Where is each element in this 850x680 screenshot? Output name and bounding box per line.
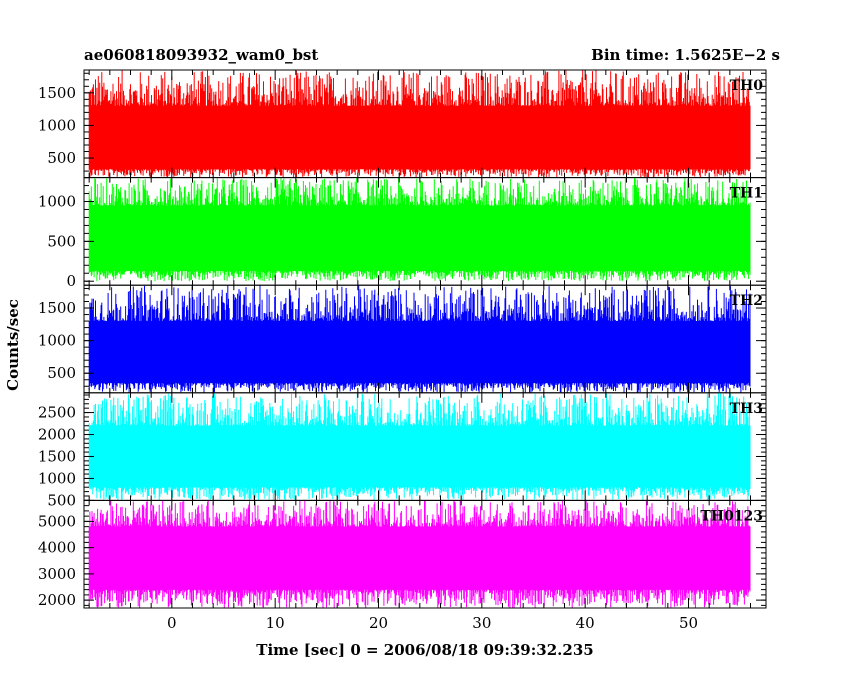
signal-spikes <box>88 177 751 282</box>
y-tick-label: 1000 <box>38 193 76 211</box>
panel-label-th2: TH2 <box>730 293 763 309</box>
signal-th2 <box>88 285 751 393</box>
panel-frame <box>83 499 767 609</box>
panel-label-th0: TH0 <box>730 78 764 94</box>
y-tick-label: 1500 <box>38 84 76 102</box>
panel-th0123: 2000 3000 4000 5000 TH0123 <box>38 499 767 609</box>
y-tick-label: 500 <box>47 491 76 509</box>
x-tick-label: 30 <box>472 614 491 632</box>
panel-th0: 500 1000 1500 TH0 <box>38 69 767 179</box>
y-tick-label: 500 <box>47 364 76 382</box>
y-tick-label: 500 <box>47 149 76 167</box>
y-tick-label: 4000 <box>38 539 76 557</box>
signal-spikes <box>88 392 751 501</box>
y-tick-label: 500 <box>47 232 76 250</box>
panel-th1: 0 500 1000 TH1 <box>38 177 767 290</box>
y-tick-label: 1000 <box>38 469 76 487</box>
bin-time-label: Bin time: 1.5625E−2 s <box>591 46 780 64</box>
y-tick-label: 2000 <box>38 426 76 444</box>
panel-th2: 500 1000 1500 TH2 <box>38 284 767 394</box>
panel-th3: 500 1000 1500 2000 2500 TH3 <box>38 392 767 509</box>
x-axis-label: Time [sec] 0 = 2006/08/18 09:39:32.235 <box>256 641 593 659</box>
x-tick-label: 20 <box>369 614 388 632</box>
panel-label-th3: TH3 <box>730 401 763 417</box>
x-tick-label: 10 <box>266 614 285 632</box>
y-tick-label: 1500 <box>38 447 76 465</box>
signal-th0123 <box>88 500 751 608</box>
signal-th0 <box>88 70 751 178</box>
x-tick-label: 50 <box>679 614 698 632</box>
y-tick-label: 5000 <box>38 512 76 530</box>
y-tick-label: 2500 <box>38 404 76 422</box>
y-tick-label: 1500 <box>38 299 76 317</box>
y-tick-label: 3000 <box>38 565 76 583</box>
y-axis-label: Counts/sec <box>4 299 22 391</box>
y-tick-label: 1000 <box>38 332 76 350</box>
x-tick-label: 0 <box>167 614 177 632</box>
signal-th3 <box>88 392 751 501</box>
signal-spikes <box>88 70 751 178</box>
signal-spikes <box>88 500 751 608</box>
y-tick-label: 1000 <box>38 116 76 134</box>
y-tick-label: 0 <box>66 272 76 290</box>
panel-label-th1: TH1 <box>730 186 763 202</box>
y-tick-label: 2000 <box>38 591 76 609</box>
panel-label-th0123: TH0123 <box>700 508 763 524</box>
signal-th1 <box>88 177 751 282</box>
plot-title: ae060818093932_wam0_bst <box>84 46 318 64</box>
x-tick-label: 40 <box>576 614 595 632</box>
signal-spikes <box>88 285 751 393</box>
